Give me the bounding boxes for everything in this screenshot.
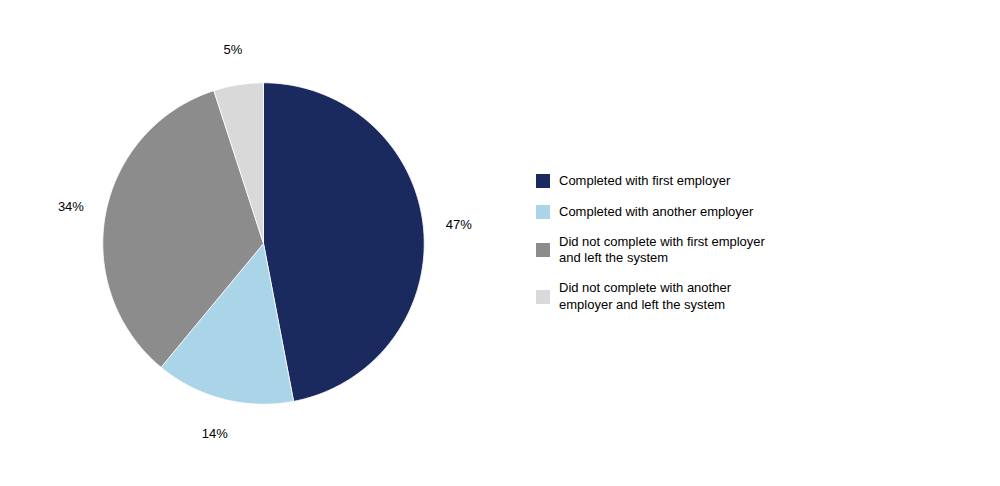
svg-text:14%: 14%	[202, 426, 228, 441]
html-text:Completed with another employe: Completed with another employer	[559, 203, 754, 219]
html-text:Did not complete with another: Did not complete with another employer a…	[559, 280, 731, 312]
html-text:Completed with first employer: Completed with first employer	[559, 173, 731, 189]
svg-text:5%: 5%	[223, 42, 242, 57]
svg-text:34%: 34%	[58, 199, 84, 214]
svg-text:47%: 47%	[446, 217, 472, 232]
html-text:Did not complete with first em: Did not complete with first employer and…	[559, 233, 765, 265]
